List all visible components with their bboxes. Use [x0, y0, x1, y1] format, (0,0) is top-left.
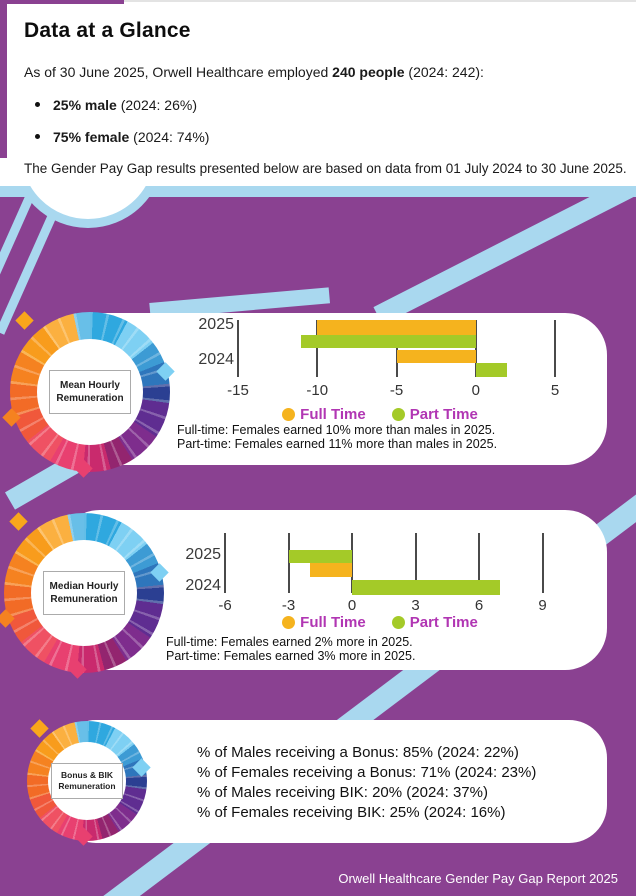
- bar-full-time-2025: [309, 563, 352, 577]
- legend-label: Full Time: [300, 406, 366, 423]
- bar-part-time-2024: [352, 580, 501, 595]
- mean-mosaic-ring-icon: Mean Hourly Remuneration: [2, 310, 175, 478]
- full-time-swatch-icon: [282, 616, 296, 629]
- ring-label-bonus: Bonus & BIK Remuneration: [51, 763, 123, 799]
- mean-hourly-bar-chart: -15 -10 -5 0 5 2025 2024: [180, 311, 580, 403]
- intro-pre: As of 30 June 2025, Orwell Healthcare em…: [24, 64, 333, 80]
- gridline: [554, 320, 556, 377]
- bullet-female: 75% female (2024: 74%): [35, 129, 209, 145]
- y-category-label: 2024: [185, 577, 221, 594]
- diagonal-stripe: [373, 186, 636, 325]
- part-time-swatch-icon: [391, 408, 405, 421]
- bullet-icon: [35, 134, 40, 139]
- legend-label: Part Time: [409, 614, 478, 631]
- header-curve-bump: [12, 186, 164, 228]
- gridline: [237, 320, 239, 377]
- gridline: [395, 320, 398, 377]
- mean-chart-legend: Full Time Part Time: [245, 406, 515, 423]
- bullet-text: 75% female (2024: 74%): [53, 129, 210, 145]
- ring-label-mean: Mean Hourly Remuneration: [49, 370, 131, 414]
- gridline: [478, 533, 481, 593]
- y-category-label: 2025: [198, 316, 234, 333]
- x-tick-label: -15: [227, 382, 249, 399]
- x-tick-label: -5: [389, 382, 404, 399]
- page-title: Data at a Glance: [24, 19, 191, 42]
- y-category-label: 2024: [198, 351, 234, 368]
- bonus-bik-card: [58, 720, 607, 843]
- gridline: [541, 533, 544, 593]
- bar-part-time-2024: [475, 363, 508, 377]
- gridline: [287, 533, 290, 593]
- bonus-mosaic-ring-icon: Bonus & BIK Remuneration: [27, 719, 151, 847]
- header-divider-band: [0, 186, 636, 197]
- intro-post: (2024: 242):: [404, 64, 484, 80]
- note-line: Part-time: Females earned 11% more than …: [177, 436, 498, 451]
- ring-label-median: Median Hourly Remuneration: [43, 571, 125, 615]
- legend-label: Full Time: [300, 614, 366, 631]
- bullet-male: 25% male (2024: 26%): [35, 97, 197, 113]
- x-tick-label: -10: [306, 382, 329, 399]
- stat-line: % of Females receiving BIK: 25% (2024: 1…: [197, 804, 506, 821]
- note-line: Full-time: Females earned 2% more in 202…: [166, 635, 413, 649]
- x-tick-label: 0: [471, 382, 480, 399]
- stat-line: % of Males receiving a Bonus: 85% (2024:…: [197, 744, 519, 761]
- x-tick-label: 9: [538, 597, 547, 614]
- bonus-bik-stats: % of Males receiving a Bonus: 85% (2024:…: [197, 743, 536, 823]
- gridline: [224, 533, 226, 593]
- x-tick-label: -3: [281, 597, 296, 614]
- legend-label: Part Time: [409, 406, 478, 423]
- legend-item-part-time: Part Time: [391, 614, 478, 631]
- x-tick-label: 6: [474, 597, 484, 614]
- bullet-icon: [35, 102, 40, 107]
- legend-item-full-time: Full Time: [282, 406, 366, 423]
- bullet-text: 25% male (2024: 26%): [53, 97, 197, 113]
- intro-paragraph: As of 30 June 2025, Orwell Healthcare em…: [24, 64, 484, 80]
- note-line: Full-time: Females earned 10% more than …: [177, 423, 496, 437]
- page-top-edge: [0, 0, 636, 2]
- gridline: [414, 533, 417, 593]
- median-chart-legend: Full Time Part Time: [245, 614, 515, 631]
- x-tick-label: 0: [347, 597, 357, 614]
- median-hourly-bar-chart: -6 -3 0 3 6 9 2025 2024: [180, 531, 580, 615]
- gridline: [474, 320, 477, 377]
- bar-part-time-2025: [288, 550, 352, 563]
- median-chart-notes: Full-time: Females earned 2% more in 202…: [166, 636, 415, 663]
- bar-full-time-2025: [317, 320, 476, 335]
- stat-line: % of Females receiving a Bonus: 71% (202…: [197, 764, 537, 781]
- median-mosaic-ring-icon: Median Hourly Remuneration: [0, 511, 169, 679]
- y-category-label: 2025: [185, 546, 221, 563]
- bar-part-time-2025: [301, 335, 476, 348]
- top-accent-strip: [0, 0, 124, 4]
- header-section: [0, 0, 636, 186]
- x-tick-label: 5: [550, 382, 560, 399]
- left-accent-strip: [0, 0, 7, 158]
- full-time-swatch-icon: [282, 408, 296, 421]
- note-line: Part-time: Females earned 3% more in 202…: [166, 648, 416, 663]
- mean-chart-notes: Full-time: Females earned 10% more than …: [177, 424, 497, 451]
- legend-item-part-time: Part Time: [391, 406, 478, 423]
- legend-item-full-time: Full Time: [282, 614, 366, 631]
- x-tick-label: 3: [411, 597, 420, 614]
- bar-full-time-2024: [396, 350, 476, 363]
- gridline: [351, 533, 354, 593]
- part-time-swatch-icon: [391, 616, 405, 629]
- stat-line: % of Males receiving BIK: 20% (2024: 37%…: [197, 784, 488, 801]
- x-tick-label: -6: [218, 597, 232, 614]
- gridline: [316, 320, 319, 377]
- period-note: The Gender Pay Gap results presented bel…: [24, 161, 627, 176]
- mosaic-shard-icon: [0, 609, 15, 628]
- report-footer: Orwell Healthcare Gender Pay Gap Report …: [338, 871, 618, 886]
- intro-bold: 240 people: [332, 64, 405, 80]
